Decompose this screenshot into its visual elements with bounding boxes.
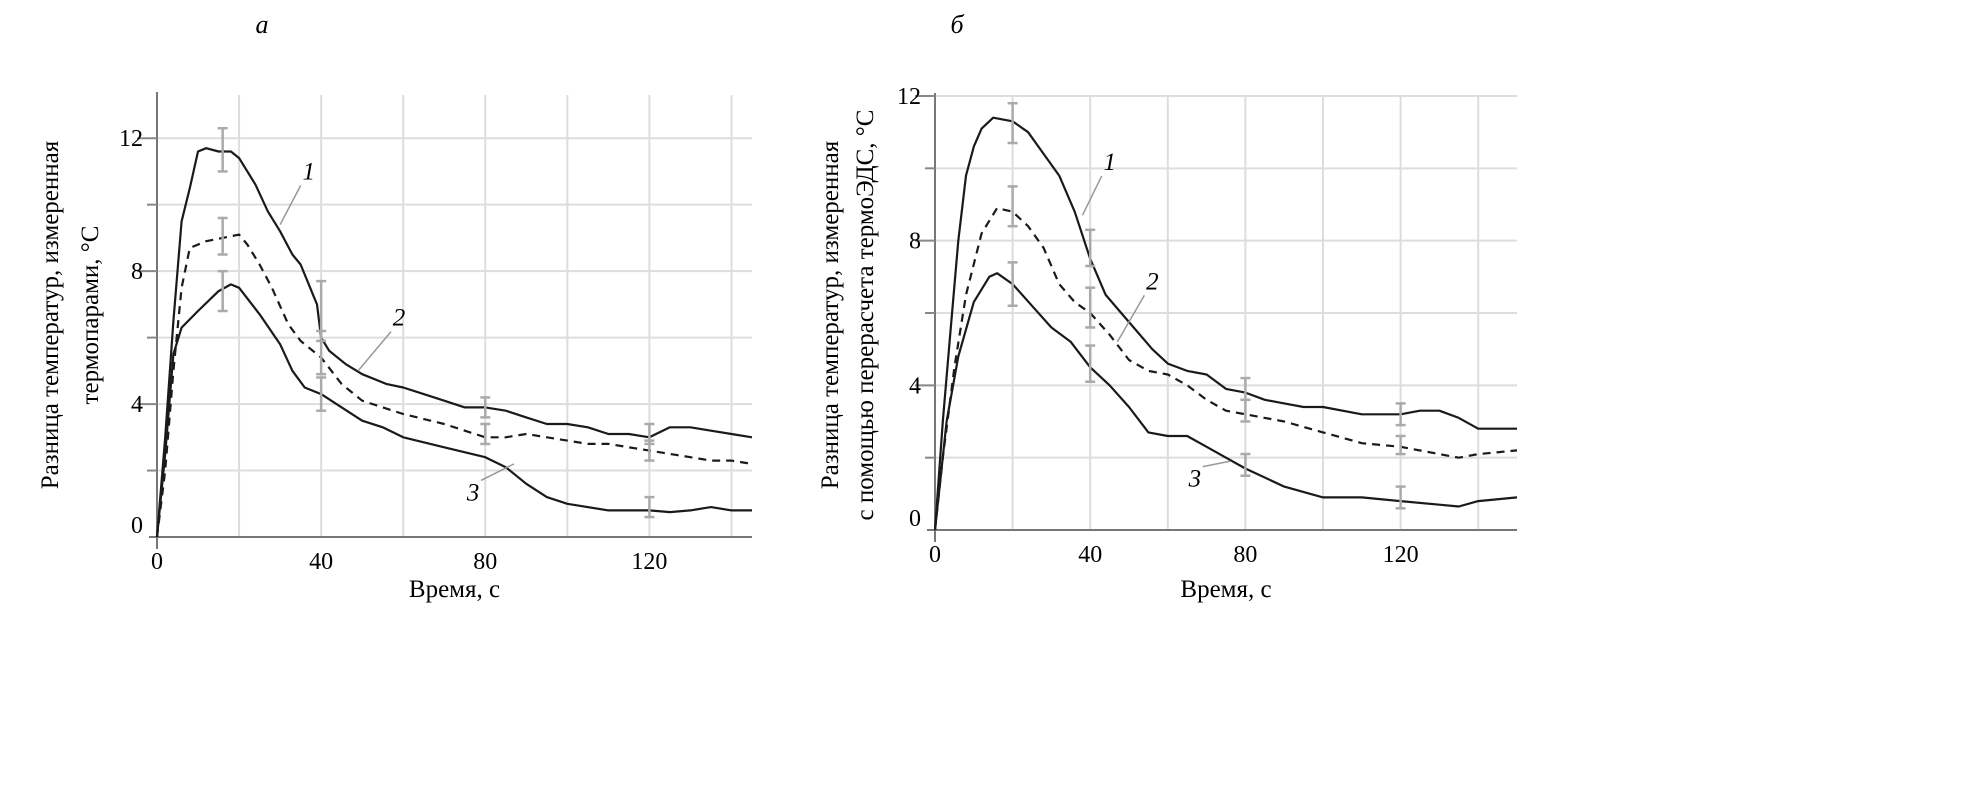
y-tick-label: 12 bbox=[897, 84, 921, 110]
x-axis-label: Время, с bbox=[409, 576, 500, 603]
error-bar bbox=[1007, 185, 1018, 228]
curve-label: 2 bbox=[393, 305, 406, 332]
y-tick-label: 12 bbox=[119, 126, 143, 152]
y-tick-label: 0 bbox=[131, 513, 143, 539]
series-line-3 bbox=[933, 272, 1518, 531]
y-tick-label: 8 bbox=[131, 259, 143, 285]
x-tick-label: 80 bbox=[473, 549, 497, 575]
curve-label-leader bbox=[1081, 175, 1103, 216]
y-tick-label: 4 bbox=[131, 392, 143, 418]
curve-label-leader bbox=[480, 463, 515, 482]
curve-label: 1 bbox=[1103, 149, 1116, 176]
error-bar bbox=[316, 376, 327, 412]
y-axis-label: Разница температур, измеренная bbox=[37, 140, 64, 489]
curve-label: 2 bbox=[1146, 268, 1159, 295]
y-tick-label: 0 bbox=[909, 506, 921, 532]
curve-label-leader bbox=[357, 331, 392, 372]
series-line-1 bbox=[933, 116, 1517, 531]
curve-label: 3 bbox=[1188, 466, 1202, 493]
error-bar bbox=[1240, 452, 1251, 477]
y-axis-label: термопарами, °С bbox=[77, 226, 104, 405]
series-line-2 bbox=[933, 207, 1518, 531]
y-axis-label: Разница температур, измеренная bbox=[817, 140, 844, 489]
error-bar bbox=[1085, 286, 1096, 329]
error-bar bbox=[316, 329, 327, 376]
y-tick-label: 4 bbox=[909, 373, 921, 399]
series-line-3 bbox=[155, 283, 752, 538]
curve-label: 1 bbox=[302, 158, 315, 185]
curve-label-leader bbox=[1202, 460, 1231, 468]
error-bar bbox=[1007, 261, 1018, 308]
x-tick-label: 40 bbox=[1078, 542, 1102, 568]
x-tick-label: 120 bbox=[1383, 542, 1419, 568]
error-bar bbox=[1085, 344, 1096, 383]
error-bar bbox=[1395, 434, 1406, 456]
error-bar bbox=[1395, 485, 1406, 510]
error-bar bbox=[1085, 228, 1096, 268]
error-bar bbox=[1007, 101, 1018, 145]
curve-label: 3 bbox=[466, 479, 480, 506]
error-bar bbox=[217, 126, 228, 173]
error-bar bbox=[480, 422, 491, 446]
series-line-2 bbox=[155, 233, 753, 538]
error-bar bbox=[480, 396, 491, 419]
curve-label-leader bbox=[279, 185, 302, 225]
y-axis-label: с помощью перерасчета термоЭДС, °С bbox=[852, 110, 879, 521]
error-bar bbox=[1395, 402, 1406, 427]
series-line-1 bbox=[155, 147, 753, 538]
error-bar bbox=[1240, 398, 1251, 423]
panel-letter: а bbox=[256, 10, 269, 39]
x-tick-label: 80 bbox=[1233, 542, 1257, 568]
error-bar bbox=[1240, 376, 1251, 402]
error-bar bbox=[644, 439, 655, 462]
panel-letter: б bbox=[950, 10, 964, 39]
x-tick-label: 40 bbox=[309, 549, 333, 575]
x-tick-label: 0 bbox=[151, 549, 163, 575]
error-bar bbox=[217, 216, 228, 256]
x-tick-label: 0 bbox=[929, 542, 941, 568]
y-tick-label: 8 bbox=[909, 229, 921, 255]
curve-label-leader bbox=[1116, 294, 1146, 343]
x-axis-label: Время, с bbox=[1180, 576, 1271, 603]
x-tick-label: 120 bbox=[631, 549, 667, 575]
error-bar bbox=[644, 495, 655, 519]
error-bar bbox=[217, 269, 228, 313]
